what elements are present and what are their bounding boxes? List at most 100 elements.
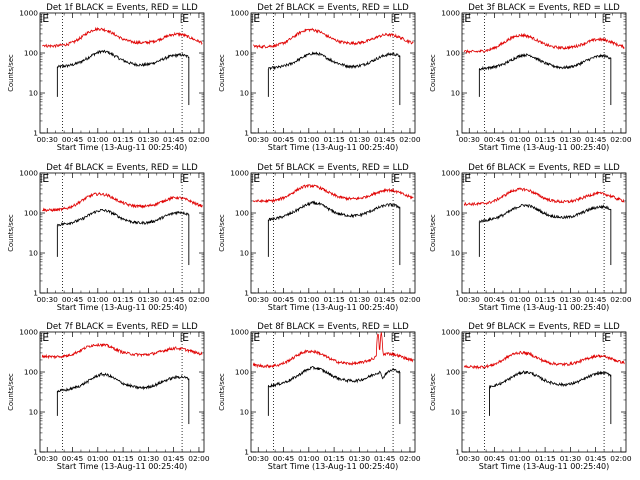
y-tick-label: 1000 (441, 9, 460, 18)
y-tick-label: 10 (451, 408, 461, 417)
y-tick-label: 10 (451, 89, 461, 98)
x-tick-label: 00:45 (62, 295, 84, 304)
x-tick-label: 01:00 (87, 295, 109, 304)
marker-label: E (42, 12, 49, 25)
x-tick-label: 02:00 (399, 454, 421, 463)
y-tick-label: 1000 (230, 9, 249, 18)
plot-frame (39, 331, 205, 453)
x-tick-label: 01:30 (138, 454, 160, 463)
x-tick-label: 01:45 (374, 135, 396, 144)
events-series-line (268, 51, 401, 71)
y-tick-label: 100 (24, 49, 38, 58)
x-tick-label: 02:00 (610, 454, 632, 463)
x-tick-label: 01:45 (585, 135, 607, 144)
x-tick-label: 01:00 (298, 295, 320, 304)
lld-series-line (41, 26, 203, 49)
x-tick-label: 00:30 (37, 454, 59, 463)
x-tick-label: 02:00 (188, 295, 210, 304)
y-tick-label: 10 (29, 89, 39, 98)
y-tick-label: 1000 (19, 9, 38, 18)
panel-title: Det 3f BLACK = Events, RED = LLD (468, 3, 620, 13)
panel-title: Det 8f BLACK = Events, RED = LLD (257, 322, 409, 332)
x-tick-label: 01:15 (534, 454, 556, 463)
x-axis-label: Start Time (13-Aug-11 00:25:40) (479, 303, 610, 312)
marker-label: E (253, 12, 260, 25)
marker-label: E (182, 331, 189, 344)
marker-label: E (604, 172, 611, 185)
events-series-line (57, 49, 190, 69)
lld-series-line (463, 32, 625, 55)
y-tick-label: 1000 (230, 328, 249, 337)
y-tick-label: 100 (235, 209, 249, 218)
events-series-line (489, 370, 612, 389)
x-tick-label: 00:45 (273, 135, 295, 144)
x-tick-label: 00:30 (459, 135, 481, 144)
y-tick-label: 1 (33, 129, 38, 138)
x-tick-label: 01:30 (138, 295, 160, 304)
panel-det-5: Det 5f BLACK = Events, RED = LLD 1 10 100 10… (218, 163, 421, 312)
marker-label: E (393, 331, 400, 344)
x-tick-label: 01:00 (509, 454, 531, 463)
marker-label: E (42, 331, 49, 344)
y-axis-label: Counts/sec (7, 373, 15, 411)
y-tick-label: 10 (29, 249, 39, 258)
x-tick-label: 01:45 (374, 295, 396, 304)
marker-label: E (393, 172, 400, 185)
y-tick-label: 1000 (441, 328, 460, 337)
x-tick-label: 01:45 (163, 454, 185, 463)
plot-frame (39, 12, 205, 134)
x-tick-label: 02:00 (188, 454, 210, 463)
y-tick-label: 100 (235, 368, 249, 377)
panel-title: Det 6f BLACK = Events, RED = LLD (468, 163, 620, 173)
x-tick-label: 01:15 (323, 454, 345, 463)
x-tick-label: 00:30 (248, 454, 270, 463)
plot-frame (39, 172, 205, 294)
x-tick-label: 01:45 (585, 454, 607, 463)
x-tick-label: 01:15 (534, 295, 556, 304)
y-axis-label: Counts/sec (429, 373, 437, 411)
y-tick-label: 1 (455, 289, 460, 298)
y-tick-label: 1000 (19, 169, 38, 178)
y-axis-label: Counts/sec (218, 373, 226, 411)
marker-label: E (464, 172, 471, 185)
x-tick-label: 00:45 (484, 135, 506, 144)
panel-det-2: Det 2f BLACK = Events, RED = LLD 1 10 100 10… (218, 3, 421, 152)
x-tick-label: 02:00 (188, 135, 210, 144)
x-axis-label: Start Time (13-Aug-11 00:25:40) (57, 462, 188, 471)
x-tick-label: 01:15 (112, 454, 134, 463)
x-axis-label: Start Time (13-Aug-11 00:25:40) (57, 143, 188, 152)
plot-frame (461, 12, 627, 134)
x-tick-label: 01:30 (349, 454, 371, 463)
y-tick-label: 100 (235, 49, 249, 58)
lld-series-line (252, 183, 414, 204)
x-tick-label: 01:30 (138, 135, 160, 144)
x-tick-label: 01:45 (585, 295, 607, 304)
lld-series-line (252, 332, 414, 369)
y-tick-label: 10 (240, 89, 250, 98)
plot-frame (250, 172, 416, 294)
y-tick-label: 1 (455, 129, 460, 138)
panel-title: Det 7f BLACK = Events, RED = LLD (46, 322, 198, 332)
x-axis-label: Start Time (13-Aug-11 00:25:40) (479, 462, 610, 471)
marker-label: E (253, 172, 260, 185)
x-tick-label: 01:00 (298, 135, 320, 144)
y-tick-label: 1000 (441, 169, 460, 178)
y-tick-label: 1000 (19, 328, 38, 337)
y-axis-label: Counts/sec (429, 214, 437, 252)
x-tick-label: 00:30 (37, 135, 59, 144)
x-tick-label: 02:00 (610, 295, 632, 304)
x-tick-label: 00:30 (459, 295, 481, 304)
y-axis-label: Counts/sec (7, 54, 15, 92)
y-tick-label: 1 (244, 289, 249, 298)
lld-series-line (41, 342, 203, 360)
events-series-line (479, 203, 612, 224)
x-tick-label: 00:30 (459, 454, 481, 463)
panel-title: Det 5f BLACK = Events, RED = LLD (257, 163, 409, 173)
panel-det-3: Det 3f BLACK = Events, RED = LLD 1 10 100 10… (429, 3, 632, 152)
x-tick-label: 01:00 (298, 454, 320, 463)
x-tick-label: 02:00 (399, 295, 421, 304)
plot-frame (250, 331, 416, 453)
events-series-line (268, 365, 401, 388)
x-tick-label: 00:30 (248, 135, 270, 144)
